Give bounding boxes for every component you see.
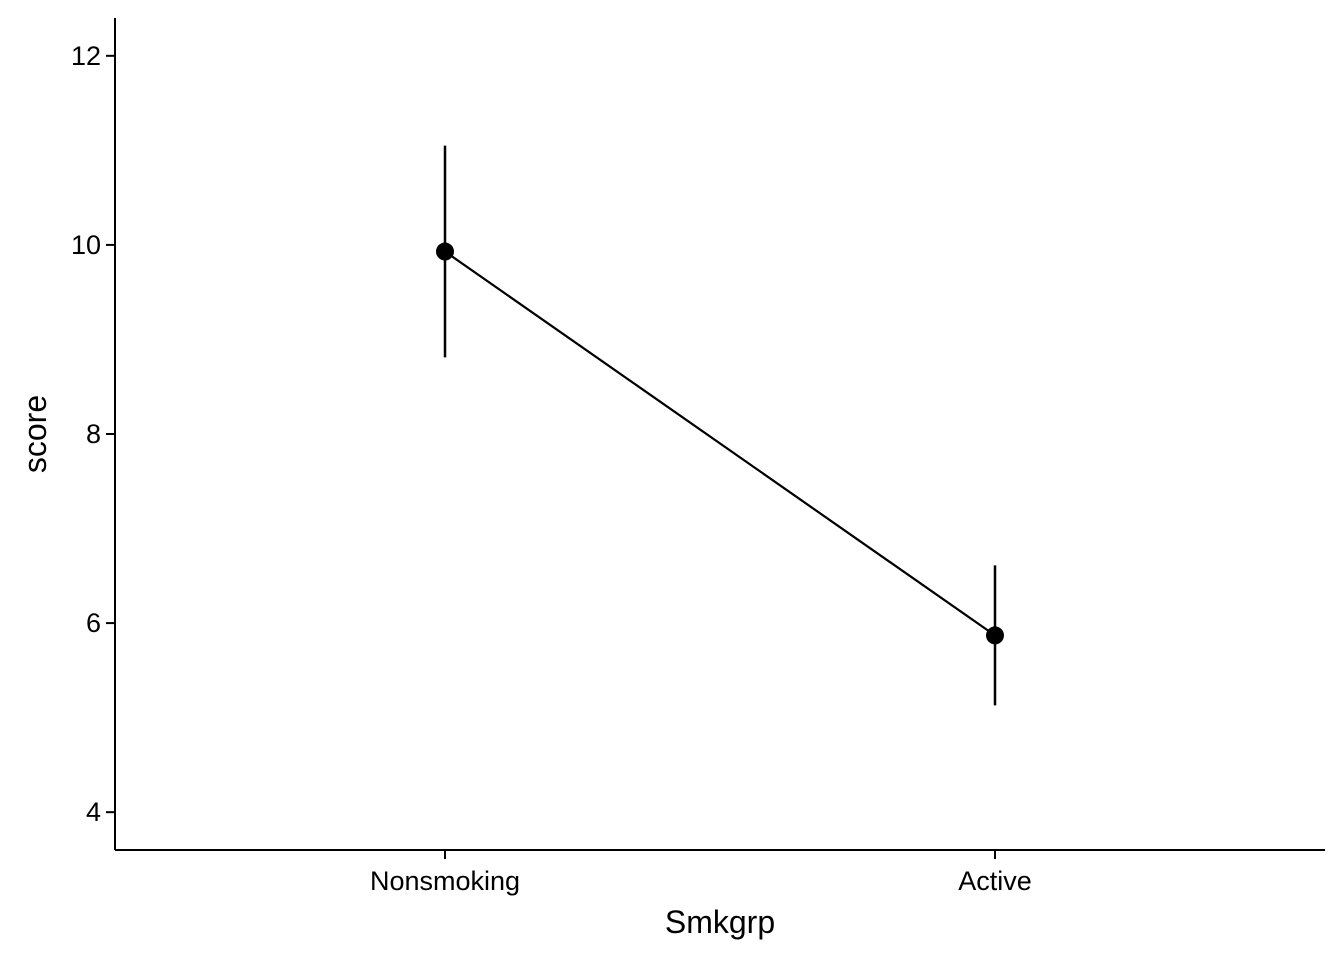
x-axis-ticks: Nonsmoking Active — [370, 850, 1032, 896]
x-axis-title: Smkgrp — [665, 904, 775, 940]
data-point — [436, 242, 454, 261]
y-axis-ticks: 4 6 8 10 12 — [71, 41, 115, 827]
y-tick-label: 4 — [86, 797, 101, 827]
x-tick-label: Nonsmoking — [370, 866, 520, 896]
y-tick-label: 10 — [71, 230, 101, 260]
x-tick-label: Active — [958, 866, 1032, 896]
y-tick-label: 6 — [86, 608, 101, 638]
data-point — [986, 626, 1004, 645]
y-axis-title: score — [17, 395, 53, 473]
y-tick-label: 8 — [86, 419, 101, 449]
y-tick-label: 12 — [71, 41, 101, 71]
plot-area: 4 6 8 10 12 Nonsmoking Active — [71, 18, 1325, 896]
series-layer — [436, 145, 1004, 706]
series-line — [444, 250, 996, 637]
